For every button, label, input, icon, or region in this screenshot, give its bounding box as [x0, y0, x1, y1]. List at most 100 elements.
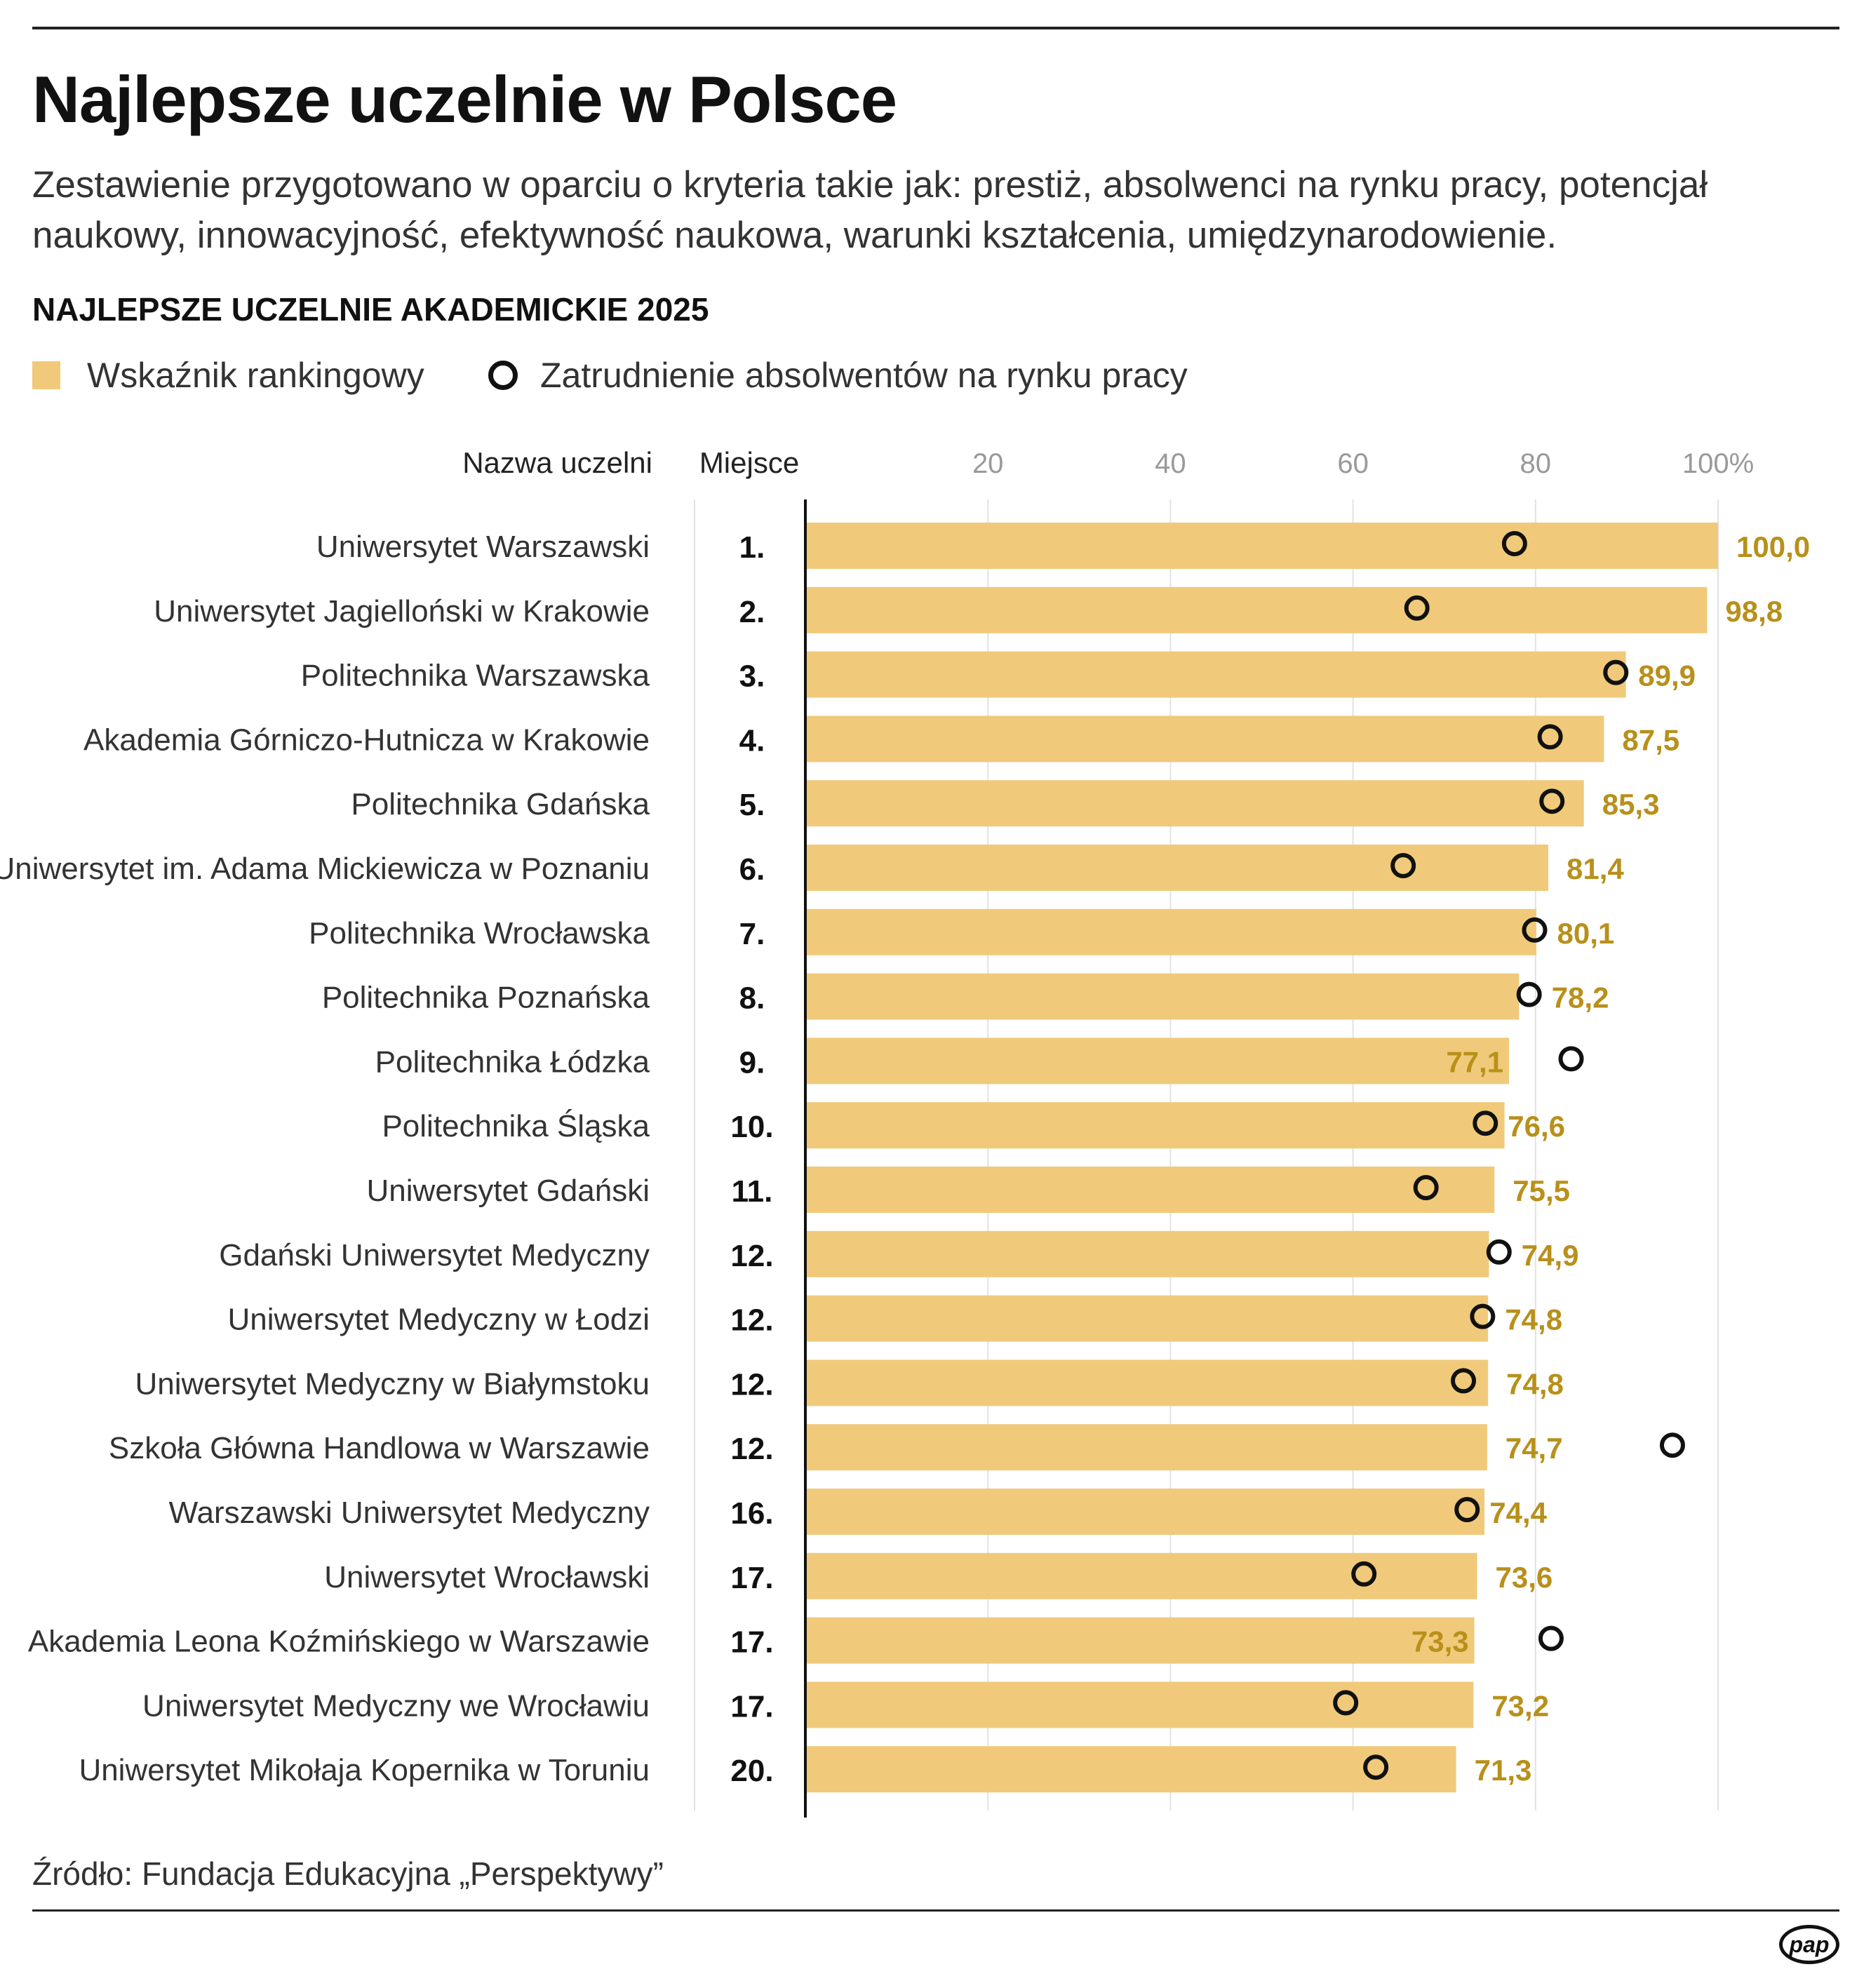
- university-name: Uniwersytet im. Adama Mickiewicza w Pozn…: [0, 852, 650, 886]
- page-subtitle: Zestawienie przygotowano w oparciu o kry…: [32, 164, 1708, 256]
- employment-marker: [1603, 659, 1629, 685]
- x-tick-label: 60: [1337, 448, 1369, 479]
- value-label: 74,4: [1489, 1496, 1547, 1529]
- value-label: 73,6: [1496, 1561, 1553, 1594]
- value-label: 81,4: [1567, 852, 1624, 885]
- bar: [805, 1359, 1489, 1406]
- bar: [805, 1102, 1505, 1149]
- rank-label: 9.: [739, 1045, 765, 1080]
- value-label: 73,2: [1491, 1689, 1549, 1722]
- rank-label: 12.: [730, 1432, 773, 1466]
- rank-label: 12.: [730, 1303, 773, 1338]
- employment-marker: [1333, 1690, 1359, 1716]
- bar: [805, 586, 1708, 633]
- employment-marker: [1539, 788, 1565, 814]
- employment-marker: [1522, 917, 1548, 943]
- employment-marker: [1390, 853, 1416, 878]
- ranking-chart: Nazwa uczelni Miejsce 20 40 60 80 100% Uniwersy…: [0, 446, 1810, 1818]
- chart-section-title: NAJLEPSZE UCZELNIE AKADEMICKIE 2025: [32, 291, 709, 328]
- value-label: 100,0: [1736, 530, 1810, 563]
- university-name: Uniwersytet Jagielloński w Krakowie: [154, 594, 650, 629]
- bar: [805, 1617, 1475, 1664]
- value-label: 98,8: [1725, 595, 1783, 628]
- bar: [805, 908, 1537, 955]
- value-label: 74,9: [1522, 1239, 1579, 1272]
- university-name: Szkoła Główna Handlowa w Warszawie: [109, 1431, 650, 1465]
- bar: [805, 1424, 1487, 1471]
- column-header-name: Nazwa uczelni: [462, 446, 652, 479]
- bar: [805, 780, 1584, 827]
- university-name: Uniwersytet Wrocławski: [324, 1560, 650, 1594]
- bar: [805, 716, 1604, 763]
- employment-marker: [1363, 1754, 1389, 1780]
- rank-label: 6.: [739, 852, 765, 887]
- rank-label: 4.: [739, 723, 765, 758]
- bar: [805, 1037, 1510, 1084]
- bar: [805, 1552, 1477, 1599]
- employment-marker: [1501, 531, 1527, 556]
- x-tick-label: 100%: [1682, 448, 1754, 479]
- column-header-rank: Miejsce: [699, 446, 799, 479]
- bar: [805, 651, 1626, 698]
- employment-marker: [1473, 1110, 1498, 1136]
- bar: [805, 1230, 1489, 1277]
- employment-marker: [1659, 1432, 1685, 1458]
- rank-label: 8.: [739, 981, 765, 1016]
- university-name: Uniwersytet Gdański: [367, 1174, 650, 1208]
- employment-marker: [1413, 1175, 1439, 1200]
- university-name: Gdański Uniwersytet Medyczny: [219, 1238, 650, 1272]
- university-name: Uniwersytet Mikołaja Kopernika w Toruniu: [79, 1753, 650, 1787]
- pap-logo: pap: [1779, 1925, 1839, 1964]
- employment-marker: [1454, 1497, 1480, 1522]
- legend-bar-label: Wskaźnik rankingowy: [87, 356, 424, 395]
- rank-label: 2.: [739, 595, 765, 629]
- bar: [805, 973, 1520, 1020]
- employment-marker: [1538, 1625, 1564, 1651]
- university-name: Akademia Górniczo-Hutnicza w Krakowie: [83, 723, 650, 757]
- employment-marker: [1537, 724, 1563, 750]
- rank-label: 7.: [739, 917, 765, 951]
- university-name: Uniwersytet Medyczny w Białymstoku: [135, 1366, 650, 1401]
- university-name: Uniwersytet Warszawski: [316, 530, 650, 564]
- value-label: 78,2: [1552, 981, 1609, 1014]
- university-name: Politechnika Warszawska: [301, 659, 650, 693]
- source-note: Źródło: Fundacja Edukacyjna „Perspektywy…: [32, 1855, 664, 1892]
- employment-marker: [1516, 981, 1542, 1007]
- legend-bar-swatch: [32, 361, 60, 389]
- university-name: Uniwersytet Medyczny w Łodzi: [227, 1303, 650, 1337]
- university-name: Politechnika Łódzka: [375, 1045, 650, 1079]
- legend-circle-label: Zatrudnienie absolwentów na rynku pracy: [540, 356, 1188, 395]
- value-label: 76,6: [1508, 1110, 1565, 1143]
- legend-circle-marker: [488, 361, 518, 390]
- value-label: 73,3: [1411, 1625, 1469, 1658]
- value-label: 80,1: [1557, 917, 1614, 950]
- rank-label: 10.: [730, 1110, 773, 1144]
- university-name: Politechnika Wrocławska: [309, 916, 650, 951]
- value-label: 71,3: [1475, 1754, 1532, 1787]
- top-rule: [32, 27, 1839, 29]
- value-label: 77,1: [1446, 1045, 1503, 1078]
- university-name: Warszawski Uniwersytet Medyczny: [169, 1496, 650, 1530]
- page-title: Najlepsze uczelnie w Polsce: [32, 62, 897, 136]
- x-tick-label: 40: [1155, 448, 1186, 479]
- value-label: 85,3: [1602, 788, 1660, 821]
- university-name: Akademia Leona Koźmińskiego w Warszawie: [28, 1625, 650, 1659]
- bar: [805, 1167, 1495, 1213]
- value-label: 74,7: [1505, 1432, 1563, 1465]
- rank-label: 16.: [730, 1496, 773, 1531]
- rank-label: 1.: [739, 530, 765, 565]
- employment-marker: [1486, 1239, 1512, 1265]
- bottom-rule: [32, 1909, 1839, 1912]
- rank-label: 12.: [730, 1239, 773, 1273]
- rank-label: 17.: [730, 1689, 773, 1724]
- rank-label: 17.: [730, 1561, 773, 1595]
- bar: [805, 845, 1549, 891]
- value-label: 74,8: [1505, 1303, 1562, 1336]
- employment-marker: [1558, 1046, 1584, 1072]
- rank-label: 3.: [739, 659, 765, 694]
- university-name: Politechnika Śląska: [382, 1108, 650, 1143]
- value-label: 74,8: [1506, 1367, 1564, 1400]
- x-tick-label: 80: [1520, 448, 1552, 479]
- rank-label: 12.: [730, 1367, 773, 1402]
- legend-item-circle: Zatrudnienie absolwentów na rynku pracy: [488, 351, 1188, 400]
